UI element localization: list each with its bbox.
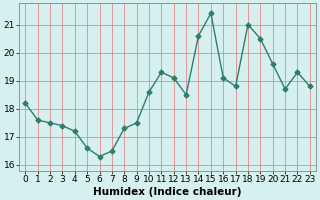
X-axis label: Humidex (Indice chaleur): Humidex (Indice chaleur) xyxy=(93,187,242,197)
